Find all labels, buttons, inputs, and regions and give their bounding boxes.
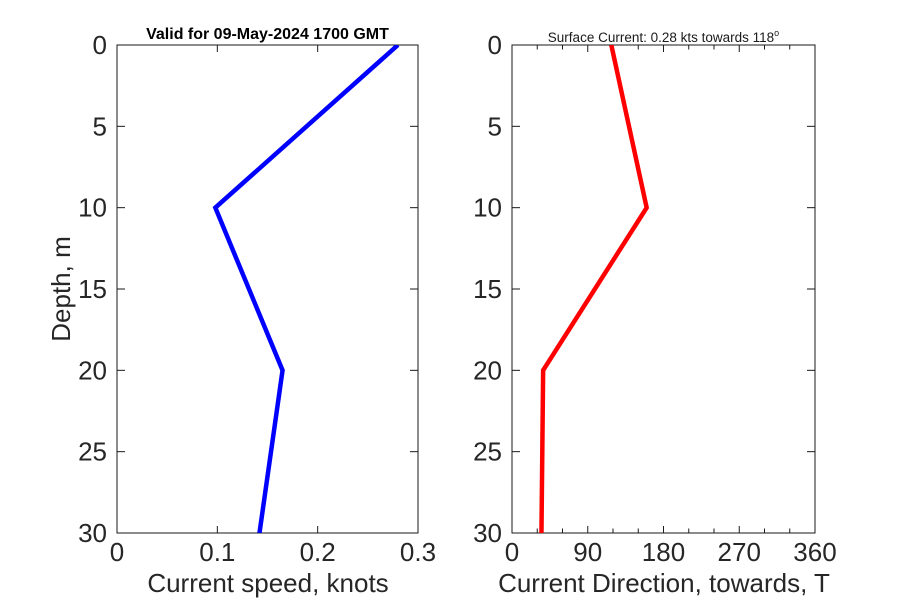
plot-box: [511, 44, 816, 534]
y-tick-label: 5: [488, 111, 502, 141]
y-tick-label: 15: [78, 274, 107, 304]
y-tick-label: 10: [78, 193, 107, 223]
x-axis-label-direction: Current Direction, towards, T: [498, 568, 830, 598]
y-tick-label: 5: [93, 111, 107, 141]
x-tick-label: 0.1: [199, 537, 235, 567]
y-tick-label: 30: [473, 518, 502, 548]
x-tick-label: 360: [793, 537, 836, 567]
y-axis-label-depth: Depth, m: [46, 236, 76, 342]
right-plot-title-text: Surface Current: 0.28 kts towards 118: [547, 30, 775, 45]
x-tick-label: 0.2: [300, 537, 336, 567]
x-axis-label-speed: Current speed, knots: [147, 568, 389, 598]
y-tick-label: 20: [473, 355, 502, 385]
x-tick-label: 0.3: [400, 537, 436, 567]
y-tick-label: 0: [488, 30, 502, 60]
current-speed-profile-line: [212, 45, 400, 533]
y-tick-label: 20: [78, 355, 107, 385]
plot-box: [116, 44, 419, 534]
y-tick-label: 25: [473, 437, 502, 467]
y-tick-label: 10: [473, 193, 502, 223]
x-tick-label: 0: [505, 537, 519, 567]
y-tick-label: 15: [473, 274, 502, 304]
direction-plot: 0 90 180 270 360 0 5 10 15 20 25 30: [473, 30, 837, 567]
x-tick-label: 0: [110, 537, 124, 567]
x-tick-label: 90: [573, 537, 602, 567]
x-tick-label: 180: [642, 537, 685, 567]
current-direction-profile-line: [539, 45, 650, 533]
y-tick-label: 25: [78, 437, 107, 467]
degree-superscript: o: [774, 27, 780, 38]
left-plot-title: Valid for 09-May-2024 1700 GMT: [146, 26, 389, 43]
y-tick-label: 30: [78, 518, 107, 548]
y-tick-label: 0: [93, 30, 107, 60]
speed-plot: 0 0.1 0.2 0.3 0 5 10 15 20 25 30: [78, 30, 436, 567]
right-plot-title: Surface Current: 0.28 kts towards 118o: [512, 27, 815, 45]
x-tick-label: 270: [718, 537, 761, 567]
